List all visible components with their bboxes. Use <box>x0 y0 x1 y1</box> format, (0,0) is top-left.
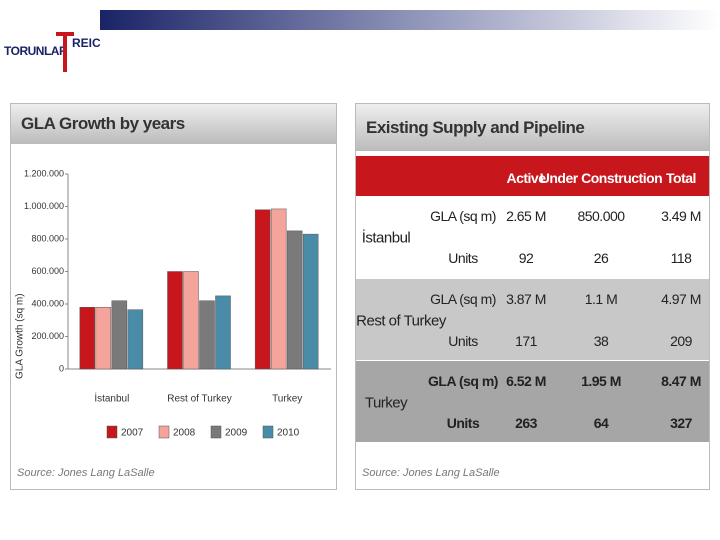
table-cell: 1.95 M <box>581 373 621 389</box>
legend-swatch <box>158 425 170 439</box>
y-tick-label: 800.000 <box>31 233 64 243</box>
group-label: Turkey <box>364 394 408 411</box>
chart-panel: GLA Growth by years GLA Growth (sq m) 0 2… <box>10 103 337 490</box>
table-cell: Units <box>448 333 478 349</box>
y-tick-label: 600.000 <box>31 266 64 276</box>
column-header: Under Construction <box>539 170 663 186</box>
table-panel: Existing Supply and Pipeline Source: Jon… <box>355 103 710 490</box>
legend-label: 2009 <box>225 428 248 439</box>
y-tick-label: 0 <box>59 363 64 373</box>
table-cell: GLA (sq m) <box>428 373 498 389</box>
table-cell: 3.49 M <box>661 208 701 224</box>
table-cell: 38 <box>593 333 609 349</box>
table-cell: Units <box>446 415 480 431</box>
bar <box>270 208 287 370</box>
table-cell: GLA (sq m) <box>430 291 496 307</box>
table-cell: 6.52 M <box>506 373 546 389</box>
y-axis-label: GLA Growth (sq m) <box>15 293 26 379</box>
legend-label: 2008 <box>173 428 196 439</box>
y-tick-label: 1.000.000 <box>24 201 64 211</box>
bar <box>199 300 215 370</box>
chart: GLA Growth (sq m) 0 200.000 400.000 600.000… <box>15 168 331 439</box>
logo-mark <box>63 32 67 72</box>
group-label: Rest of Turkey <box>356 312 446 329</box>
bar <box>286 230 303 370</box>
table-cell: 4.97 M <box>661 291 701 307</box>
column-header: Total <box>666 170 696 186</box>
bar <box>302 233 319 370</box>
table-cell: 263 <box>515 415 537 431</box>
logo: TORUNLAR REIC <box>4 28 101 74</box>
table-cell: 1.1 M <box>584 291 618 307</box>
row-group <box>356 196 709 277</box>
y-tick-label: 400.000 <box>31 298 64 308</box>
table-cell: 8.47 M <box>661 373 701 389</box>
x-tick-label: Turkey <box>272 394 302 405</box>
source: Source: Jones Lang LaSalle <box>17 467 155 479</box>
header-band <box>356 156 709 196</box>
bar <box>79 307 96 370</box>
row-group <box>356 361 709 442</box>
table-cell: 171 <box>515 333 537 349</box>
bar <box>167 271 183 370</box>
bar <box>111 300 128 370</box>
bar <box>215 295 231 370</box>
legend-label: 2007 <box>121 428 144 439</box>
bar <box>95 307 112 370</box>
legend-swatch <box>106 425 118 439</box>
table-cell: 92 <box>518 250 534 266</box>
logo-text: TORUNLAR <box>4 44 68 58</box>
chart-title: GLA Growth by years <box>11 104 336 144</box>
y-tick-label: 1.200.000 <box>24 168 64 178</box>
source: Source: Jones Lang LaSalle <box>362 467 500 479</box>
table-cell: 850.000 <box>577 208 625 224</box>
table-cell: 2.65 M <box>506 208 546 224</box>
legend-swatch <box>262 425 274 439</box>
table-cell: 26 <box>593 250 609 266</box>
bar <box>254 209 271 370</box>
table-cell: 64 <box>593 415 609 431</box>
table-cell: GLA (sq m) <box>430 208 496 224</box>
table-title: Existing Supply and Pipeline <box>356 104 709 151</box>
top-bar <box>100 10 720 30</box>
logo-text: REIC <box>72 36 101 50</box>
table-cell: 209 <box>670 333 692 349</box>
x-tick-label: İstanbul <box>94 392 129 405</box>
group-label: İstanbul <box>361 229 411 246</box>
row-group <box>356 279 709 360</box>
table-cell: 118 <box>670 250 692 266</box>
column-header: Active <box>506 170 546 186</box>
table-cell: 3.87 M <box>506 291 546 307</box>
table-cell: Units <box>448 250 478 266</box>
legend-swatch <box>210 425 222 439</box>
x-tick-label: Rest of Turkey <box>167 394 231 405</box>
legend-label: 2010 <box>277 428 300 439</box>
bar <box>183 271 199 370</box>
table-cell: 327 <box>670 415 692 431</box>
bar <box>127 309 144 370</box>
y-tick-label: 200.000 <box>31 331 64 341</box>
